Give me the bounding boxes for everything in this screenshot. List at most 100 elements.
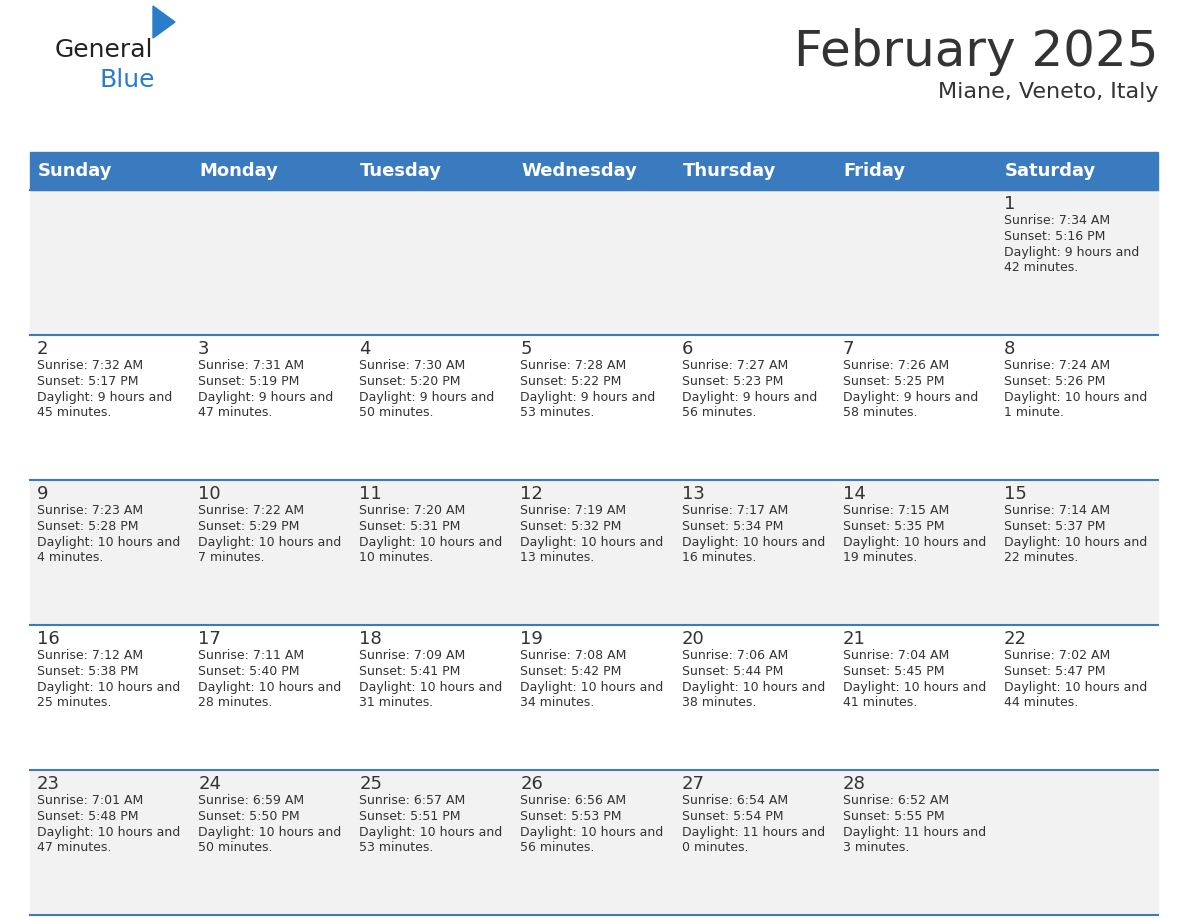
Text: 9: 9	[37, 485, 49, 503]
Text: Sunrise: 7:02 AM: Sunrise: 7:02 AM	[1004, 649, 1110, 662]
Text: Daylight: 10 hours and: Daylight: 10 hours and	[359, 536, 503, 549]
Text: 7: 7	[842, 340, 854, 358]
Text: 13: 13	[682, 485, 704, 503]
Text: 28 minutes.: 28 minutes.	[198, 696, 272, 709]
Text: Sunset: 5:23 PM: Sunset: 5:23 PM	[682, 375, 783, 388]
Text: 16 minutes.: 16 minutes.	[682, 551, 756, 564]
Text: Monday: Monday	[200, 162, 278, 180]
Text: Daylight: 10 hours and: Daylight: 10 hours and	[37, 536, 181, 549]
Text: 19 minutes.: 19 minutes.	[842, 551, 917, 564]
Text: Sunrise: 6:59 AM: Sunrise: 6:59 AM	[198, 794, 304, 807]
Text: Sunrise: 7:06 AM: Sunrise: 7:06 AM	[682, 649, 788, 662]
Text: Sunset: 5:48 PM: Sunset: 5:48 PM	[37, 810, 139, 823]
Text: 14: 14	[842, 485, 866, 503]
Text: Sunrise: 6:56 AM: Sunrise: 6:56 AM	[520, 794, 626, 807]
Text: 2: 2	[37, 340, 49, 358]
Text: 13 minutes.: 13 minutes.	[520, 551, 595, 564]
Text: 58 minutes.: 58 minutes.	[842, 406, 917, 419]
Text: Sunset: 5:19 PM: Sunset: 5:19 PM	[198, 375, 299, 388]
Text: Sunrise: 7:26 AM: Sunrise: 7:26 AM	[842, 359, 949, 372]
Text: 20: 20	[682, 630, 704, 648]
Text: Daylight: 9 hours and: Daylight: 9 hours and	[37, 391, 172, 404]
Text: Sunset: 5:29 PM: Sunset: 5:29 PM	[198, 520, 299, 533]
Bar	[30, 152, 1158, 190]
Text: Miane, Veneto, Italy: Miane, Veneto, Italy	[937, 82, 1158, 102]
Text: 53 minutes.: 53 minutes.	[520, 406, 595, 419]
Text: 12: 12	[520, 485, 543, 503]
Text: Sunrise: 6:57 AM: Sunrise: 6:57 AM	[359, 794, 466, 807]
Text: Daylight: 10 hours and: Daylight: 10 hours and	[359, 826, 503, 839]
Text: Sunrise: 7:24 AM: Sunrise: 7:24 AM	[1004, 359, 1110, 372]
Text: 26: 26	[520, 775, 543, 793]
Text: 3: 3	[198, 340, 209, 358]
Text: 7 minutes.: 7 minutes.	[198, 551, 265, 564]
Text: Sunset: 5:38 PM: Sunset: 5:38 PM	[37, 665, 139, 678]
Text: Daylight: 10 hours and: Daylight: 10 hours and	[198, 536, 341, 549]
Text: Sunset: 5:22 PM: Sunset: 5:22 PM	[520, 375, 621, 388]
Text: 22: 22	[1004, 630, 1026, 648]
Text: February 2025: February 2025	[794, 28, 1158, 76]
Text: Sunrise: 7:32 AM: Sunrise: 7:32 AM	[37, 359, 143, 372]
Text: 19: 19	[520, 630, 543, 648]
Text: Sunset: 5:28 PM: Sunset: 5:28 PM	[37, 520, 139, 533]
Text: Daylight: 10 hours and: Daylight: 10 hours and	[1004, 681, 1148, 694]
Text: Sunrise: 7:12 AM: Sunrise: 7:12 AM	[37, 649, 143, 662]
Text: 38 minutes.: 38 minutes.	[682, 696, 756, 709]
Text: Daylight: 10 hours and: Daylight: 10 hours and	[1004, 391, 1148, 404]
Text: 22 minutes.: 22 minutes.	[1004, 551, 1078, 564]
Text: General: General	[55, 38, 153, 62]
Text: Wednesday: Wednesday	[522, 162, 637, 180]
Text: 4 minutes.: 4 minutes.	[37, 551, 103, 564]
Text: Sunrise: 7:27 AM: Sunrise: 7:27 AM	[682, 359, 788, 372]
Text: Daylight: 9 hours and: Daylight: 9 hours and	[682, 391, 817, 404]
Text: 45 minutes.: 45 minutes.	[37, 406, 112, 419]
Text: Sunrise: 7:09 AM: Sunrise: 7:09 AM	[359, 649, 466, 662]
Text: Sunrise: 7:28 AM: Sunrise: 7:28 AM	[520, 359, 627, 372]
Bar	[30, 770, 1158, 915]
Text: Daylight: 10 hours and: Daylight: 10 hours and	[520, 536, 664, 549]
Text: 8: 8	[1004, 340, 1016, 358]
Text: 50 minutes.: 50 minutes.	[359, 406, 434, 419]
Text: Daylight: 10 hours and: Daylight: 10 hours and	[359, 681, 503, 694]
Text: 15: 15	[1004, 485, 1026, 503]
Text: Daylight: 10 hours and: Daylight: 10 hours and	[520, 681, 664, 694]
Text: Sunset: 5:50 PM: Sunset: 5:50 PM	[198, 810, 299, 823]
Text: 28: 28	[842, 775, 866, 793]
Text: 1 minute.: 1 minute.	[1004, 406, 1063, 419]
Text: Sunset: 5:41 PM: Sunset: 5:41 PM	[359, 665, 461, 678]
Text: Sunrise: 7:01 AM: Sunrise: 7:01 AM	[37, 794, 144, 807]
Text: Sunrise: 7:20 AM: Sunrise: 7:20 AM	[359, 504, 466, 517]
Text: Daylight: 9 hours and: Daylight: 9 hours and	[359, 391, 494, 404]
Text: Thursday: Thursday	[683, 162, 776, 180]
Text: Daylight: 10 hours and: Daylight: 10 hours and	[682, 536, 824, 549]
Text: 5: 5	[520, 340, 532, 358]
Text: Sunset: 5:37 PM: Sunset: 5:37 PM	[1004, 520, 1105, 533]
Text: Sunday: Sunday	[38, 162, 113, 180]
Text: Sunset: 5:17 PM: Sunset: 5:17 PM	[37, 375, 139, 388]
Text: 16: 16	[37, 630, 59, 648]
Text: Sunset: 5:25 PM: Sunset: 5:25 PM	[842, 375, 944, 388]
Text: Daylight: 10 hours and: Daylight: 10 hours and	[842, 536, 986, 549]
Text: Sunset: 5:42 PM: Sunset: 5:42 PM	[520, 665, 621, 678]
Text: Sunrise: 7:17 AM: Sunrise: 7:17 AM	[682, 504, 788, 517]
Text: Sunset: 5:32 PM: Sunset: 5:32 PM	[520, 520, 621, 533]
Text: Daylight: 9 hours and: Daylight: 9 hours and	[520, 391, 656, 404]
Text: 27: 27	[682, 775, 704, 793]
Text: Sunset: 5:54 PM: Sunset: 5:54 PM	[682, 810, 783, 823]
Text: Sunrise: 7:04 AM: Sunrise: 7:04 AM	[842, 649, 949, 662]
Text: 10: 10	[198, 485, 221, 503]
Text: Sunset: 5:44 PM: Sunset: 5:44 PM	[682, 665, 783, 678]
Text: Sunset: 5:20 PM: Sunset: 5:20 PM	[359, 375, 461, 388]
Text: Sunrise: 7:11 AM: Sunrise: 7:11 AM	[198, 649, 304, 662]
Text: Sunrise: 7:19 AM: Sunrise: 7:19 AM	[520, 504, 626, 517]
Text: Sunset: 5:26 PM: Sunset: 5:26 PM	[1004, 375, 1105, 388]
Text: Sunset: 5:53 PM: Sunset: 5:53 PM	[520, 810, 623, 823]
Text: 34 minutes.: 34 minutes.	[520, 696, 595, 709]
Text: Sunset: 5:34 PM: Sunset: 5:34 PM	[682, 520, 783, 533]
Text: Sunrise: 7:14 AM: Sunrise: 7:14 AM	[1004, 504, 1110, 517]
Text: Sunrise: 7:15 AM: Sunrise: 7:15 AM	[842, 504, 949, 517]
Text: Sunset: 5:31 PM: Sunset: 5:31 PM	[359, 520, 461, 533]
Text: Daylight: 9 hours and: Daylight: 9 hours and	[198, 391, 334, 404]
Text: Sunset: 5:45 PM: Sunset: 5:45 PM	[842, 665, 944, 678]
Text: Sunset: 5:51 PM: Sunset: 5:51 PM	[359, 810, 461, 823]
